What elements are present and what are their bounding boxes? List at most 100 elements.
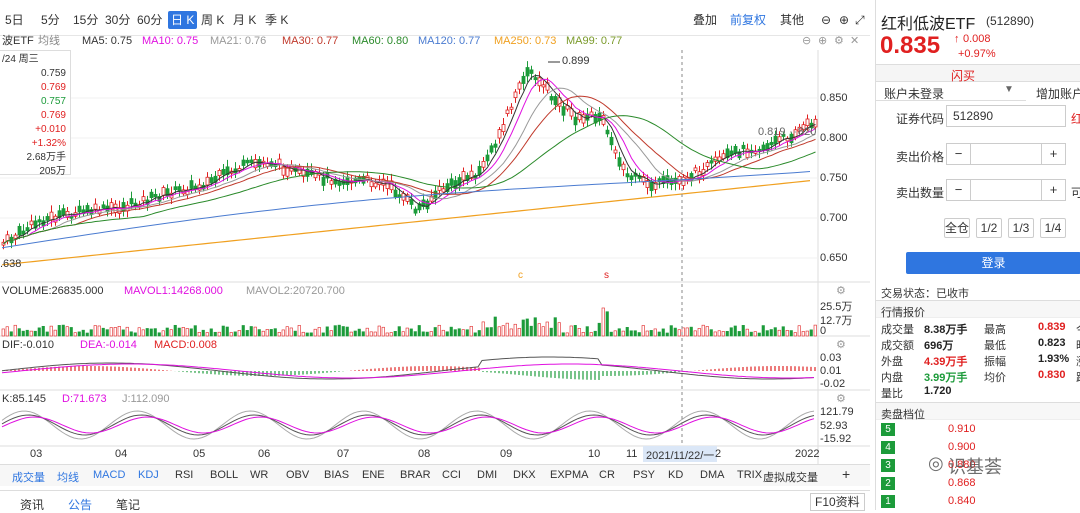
settings-icon[interactable]: ⚙ <box>834 35 844 47</box>
indicator-tab[interactable]: 虚拟成交量 <box>763 472 818 484</box>
qty-label: 卖出数量 <box>896 186 945 200</box>
volume-bar <box>753 331 757 337</box>
price-minus-button[interactable]: − <box>946 143 971 165</box>
indicator-tab[interactable]: OBV <box>286 469 310 481</box>
qty-plus-button[interactable]: + <box>1041 179 1066 201</box>
ma-toggle[interactable]: 均线 <box>38 35 60 47</box>
zoom-out-icon[interactable]: ⊖ <box>821 13 832 27</box>
candle-body <box>617 157 622 167</box>
maximize-icon[interactable]: ⤢ <box>855 13 865 27</box>
zoom-in-icon[interactable]: ⊕ <box>839 13 850 27</box>
indicator-tab[interactable]: BRAR <box>400 469 431 481</box>
period-quarter-k[interactable]: 季 K <box>265 13 289 27</box>
indicator-tab[interactable]: DKX <box>513 469 536 481</box>
candle-body <box>13 234 18 239</box>
volume-bar <box>1 328 5 337</box>
qty-input[interactable] <box>970 179 1042 201</box>
candle-body <box>765 143 770 152</box>
code-input[interactable]: 512890 <box>946 105 1066 127</box>
volume-bar <box>541 326 545 337</box>
price-input[interactable] <box>970 143 1042 165</box>
period-month-k[interactable]: 月 K <box>233 13 257 27</box>
indicator-tab[interactable]: CR <box>599 469 615 481</box>
period-toolbar: 5日 5分 15分 30分 60分 日 K 周 K 月 K 季 K 叠加 前复权… <box>0 0 870 36</box>
candle-body <box>225 166 230 176</box>
volume-bar <box>761 325 765 337</box>
indicator-tab[interactable]: RSI <box>175 469 194 481</box>
indicator-tab[interactable]: CCI <box>442 469 461 481</box>
add-icon[interactable]: ⊕ <box>818 35 828 47</box>
volume-bar <box>193 325 197 337</box>
indicator-tab[interactable]: DMA <box>700 469 725 481</box>
indicator-tab[interactable]: DMI <box>477 469 498 481</box>
indicator-tab[interactable]: 成交量 <box>12 472 45 484</box>
stock-chart[interactable] <box>0 0 870 464</box>
volume-bar <box>737 331 741 337</box>
volume-bar <box>437 324 441 337</box>
qty-minus-button[interactable]: − <box>946 179 971 201</box>
volume-bar <box>125 326 129 337</box>
overlay-button[interactable]: 叠加 <box>693 13 718 27</box>
indicator-tab[interactable]: BOLL <box>210 469 239 481</box>
volume-bar <box>417 325 421 337</box>
k-value: K:85.145 <box>2 393 47 405</box>
period-week-k[interactable]: 周 K <box>201 13 225 27</box>
volume-bar <box>209 328 213 337</box>
tab-flash-buy[interactable]: 闪买 <box>951 69 976 83</box>
indicator-tab[interactable]: BIAS <box>324 469 350 481</box>
volume-bar <box>169 329 173 337</box>
close-icon[interactable]: ✕ <box>850 35 860 47</box>
volume-bar <box>317 327 321 337</box>
indicator-tab[interactable]: MACD <box>93 469 126 481</box>
candle-body <box>553 96 558 106</box>
tab-announcements[interactable]: 公告 <box>68 498 93 512</box>
other-button[interactable]: 其他 <box>780 13 805 27</box>
add-account-button[interactable]: 增加账户 <box>1036 87 1080 101</box>
candle-body <box>557 97 562 107</box>
tab-news[interactable]: 资讯 <box>20 498 45 512</box>
volume-settings-icon[interactable]: ⚙ <box>836 285 846 297</box>
candle-body <box>629 175 634 181</box>
candle-body <box>665 175 670 184</box>
indicator-tab[interactable]: KD <box>668 469 684 481</box>
volume-bar <box>241 325 245 337</box>
kdj-settings-icon[interactable]: ⚙ <box>836 393 846 405</box>
candle-body <box>209 177 214 184</box>
volume-bar <box>401 331 405 337</box>
indicator-tab[interactable]: 均线 <box>57 472 79 484</box>
period-60min[interactable]: 60分 <box>137 13 163 27</box>
volume-bar <box>733 325 737 337</box>
period-15min[interactable]: 15分 <box>73 13 99 27</box>
ma250-line <box>1 180 811 266</box>
volume-bar <box>713 331 717 337</box>
quick-all-button[interactable]: 全仓 <box>944 218 970 238</box>
indicator-tab[interactable]: PSY <box>633 469 656 481</box>
f10-button[interactable]: F10资料 <box>810 493 865 511</box>
tab-notes[interactable]: 笔记 <box>116 498 141 512</box>
quick-third-button[interactable]: 1/3 <box>1008 218 1034 238</box>
adjust-button[interactable]: 前复权 <box>730 13 767 27</box>
collapse-icon[interactable]: ⊖ <box>802 35 812 47</box>
period-5min[interactable]: 5分 <box>41 13 60 27</box>
price-plus-button[interactable]: + <box>1041 143 1066 165</box>
info-low: 0.757 <box>40 96 66 107</box>
period-day-k[interactable]: 日 K <box>168 11 198 29</box>
volume-bar <box>701 324 705 337</box>
quick-half-button[interactable]: 1/2 <box>976 218 1002 238</box>
indicator-tab[interactable]: TRIX <box>737 469 763 481</box>
volume-bar <box>313 328 317 337</box>
add-indicator-icon[interactable]: + <box>842 466 851 482</box>
indicator-tab[interactable]: WR <box>250 469 269 481</box>
volume-bar <box>549 327 553 337</box>
indicator-tab[interactable]: ENE <box>362 469 385 481</box>
indicator-tab[interactable]: KDJ <box>138 469 159 481</box>
macd-settings-icon[interactable]: ⚙ <box>836 339 846 351</box>
period-5day[interactable]: 5日 <box>5 13 24 27</box>
account-select[interactable]: 账户未登录 ▼ <box>876 83 1026 101</box>
candle-body <box>449 178 454 186</box>
login-button[interactable]: 登录 <box>906 252 1080 274</box>
indicator-tab[interactable]: EXPMA <box>550 469 589 481</box>
period-30min[interactable]: 30分 <box>105 13 131 27</box>
volume-bar <box>337 324 341 337</box>
quick-quarter-button[interactable]: 1/4 <box>1040 218 1066 238</box>
